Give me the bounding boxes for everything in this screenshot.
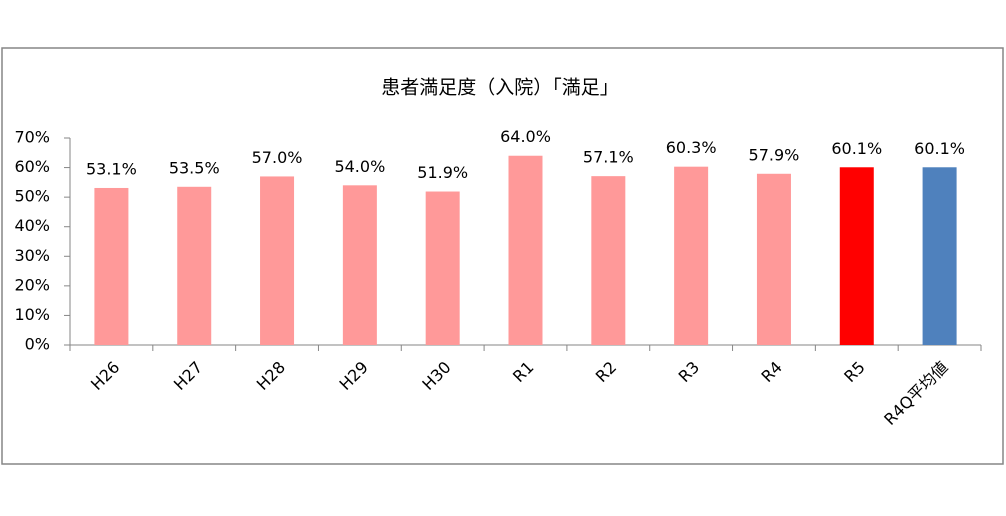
bar bbox=[342, 185, 377, 345]
value-label: 60.1% bbox=[831, 139, 882, 158]
bar bbox=[260, 176, 295, 345]
y-tick-label: 10% bbox=[14, 305, 50, 324]
value-label: 57.0% bbox=[252, 148, 303, 167]
y-tick-label: 40% bbox=[14, 216, 50, 235]
value-label: 53.1% bbox=[86, 159, 137, 178]
bar bbox=[839, 167, 874, 345]
y-tick-label: 60% bbox=[14, 157, 50, 176]
value-label: 60.3% bbox=[666, 138, 717, 157]
value-label: 57.9% bbox=[749, 145, 800, 164]
bar bbox=[425, 191, 460, 345]
value-label: 53.5% bbox=[169, 158, 220, 177]
bar bbox=[756, 173, 791, 345]
bar bbox=[591, 176, 626, 345]
bar bbox=[922, 167, 957, 345]
bar bbox=[508, 155, 543, 345]
value-label: 54.0% bbox=[334, 157, 385, 176]
value-label: 60.1% bbox=[914, 139, 965, 158]
y-tick-label: 30% bbox=[14, 246, 50, 265]
y-tick-label: 20% bbox=[14, 275, 50, 294]
y-tick-label: 70% bbox=[14, 128, 50, 147]
y-tick-label: 50% bbox=[14, 187, 50, 206]
value-label: 51.9% bbox=[417, 163, 468, 182]
value-label: 64.0% bbox=[500, 127, 551, 146]
chart-frame bbox=[1, 47, 1004, 465]
bar bbox=[94, 187, 129, 345]
chart-title: 患者満足度（入院）「満足」 bbox=[381, 77, 619, 99]
y-tick-label: 0% bbox=[25, 335, 50, 354]
bar bbox=[177, 186, 212, 345]
bar bbox=[674, 166, 709, 345]
value-label: 57.1% bbox=[583, 148, 634, 167]
